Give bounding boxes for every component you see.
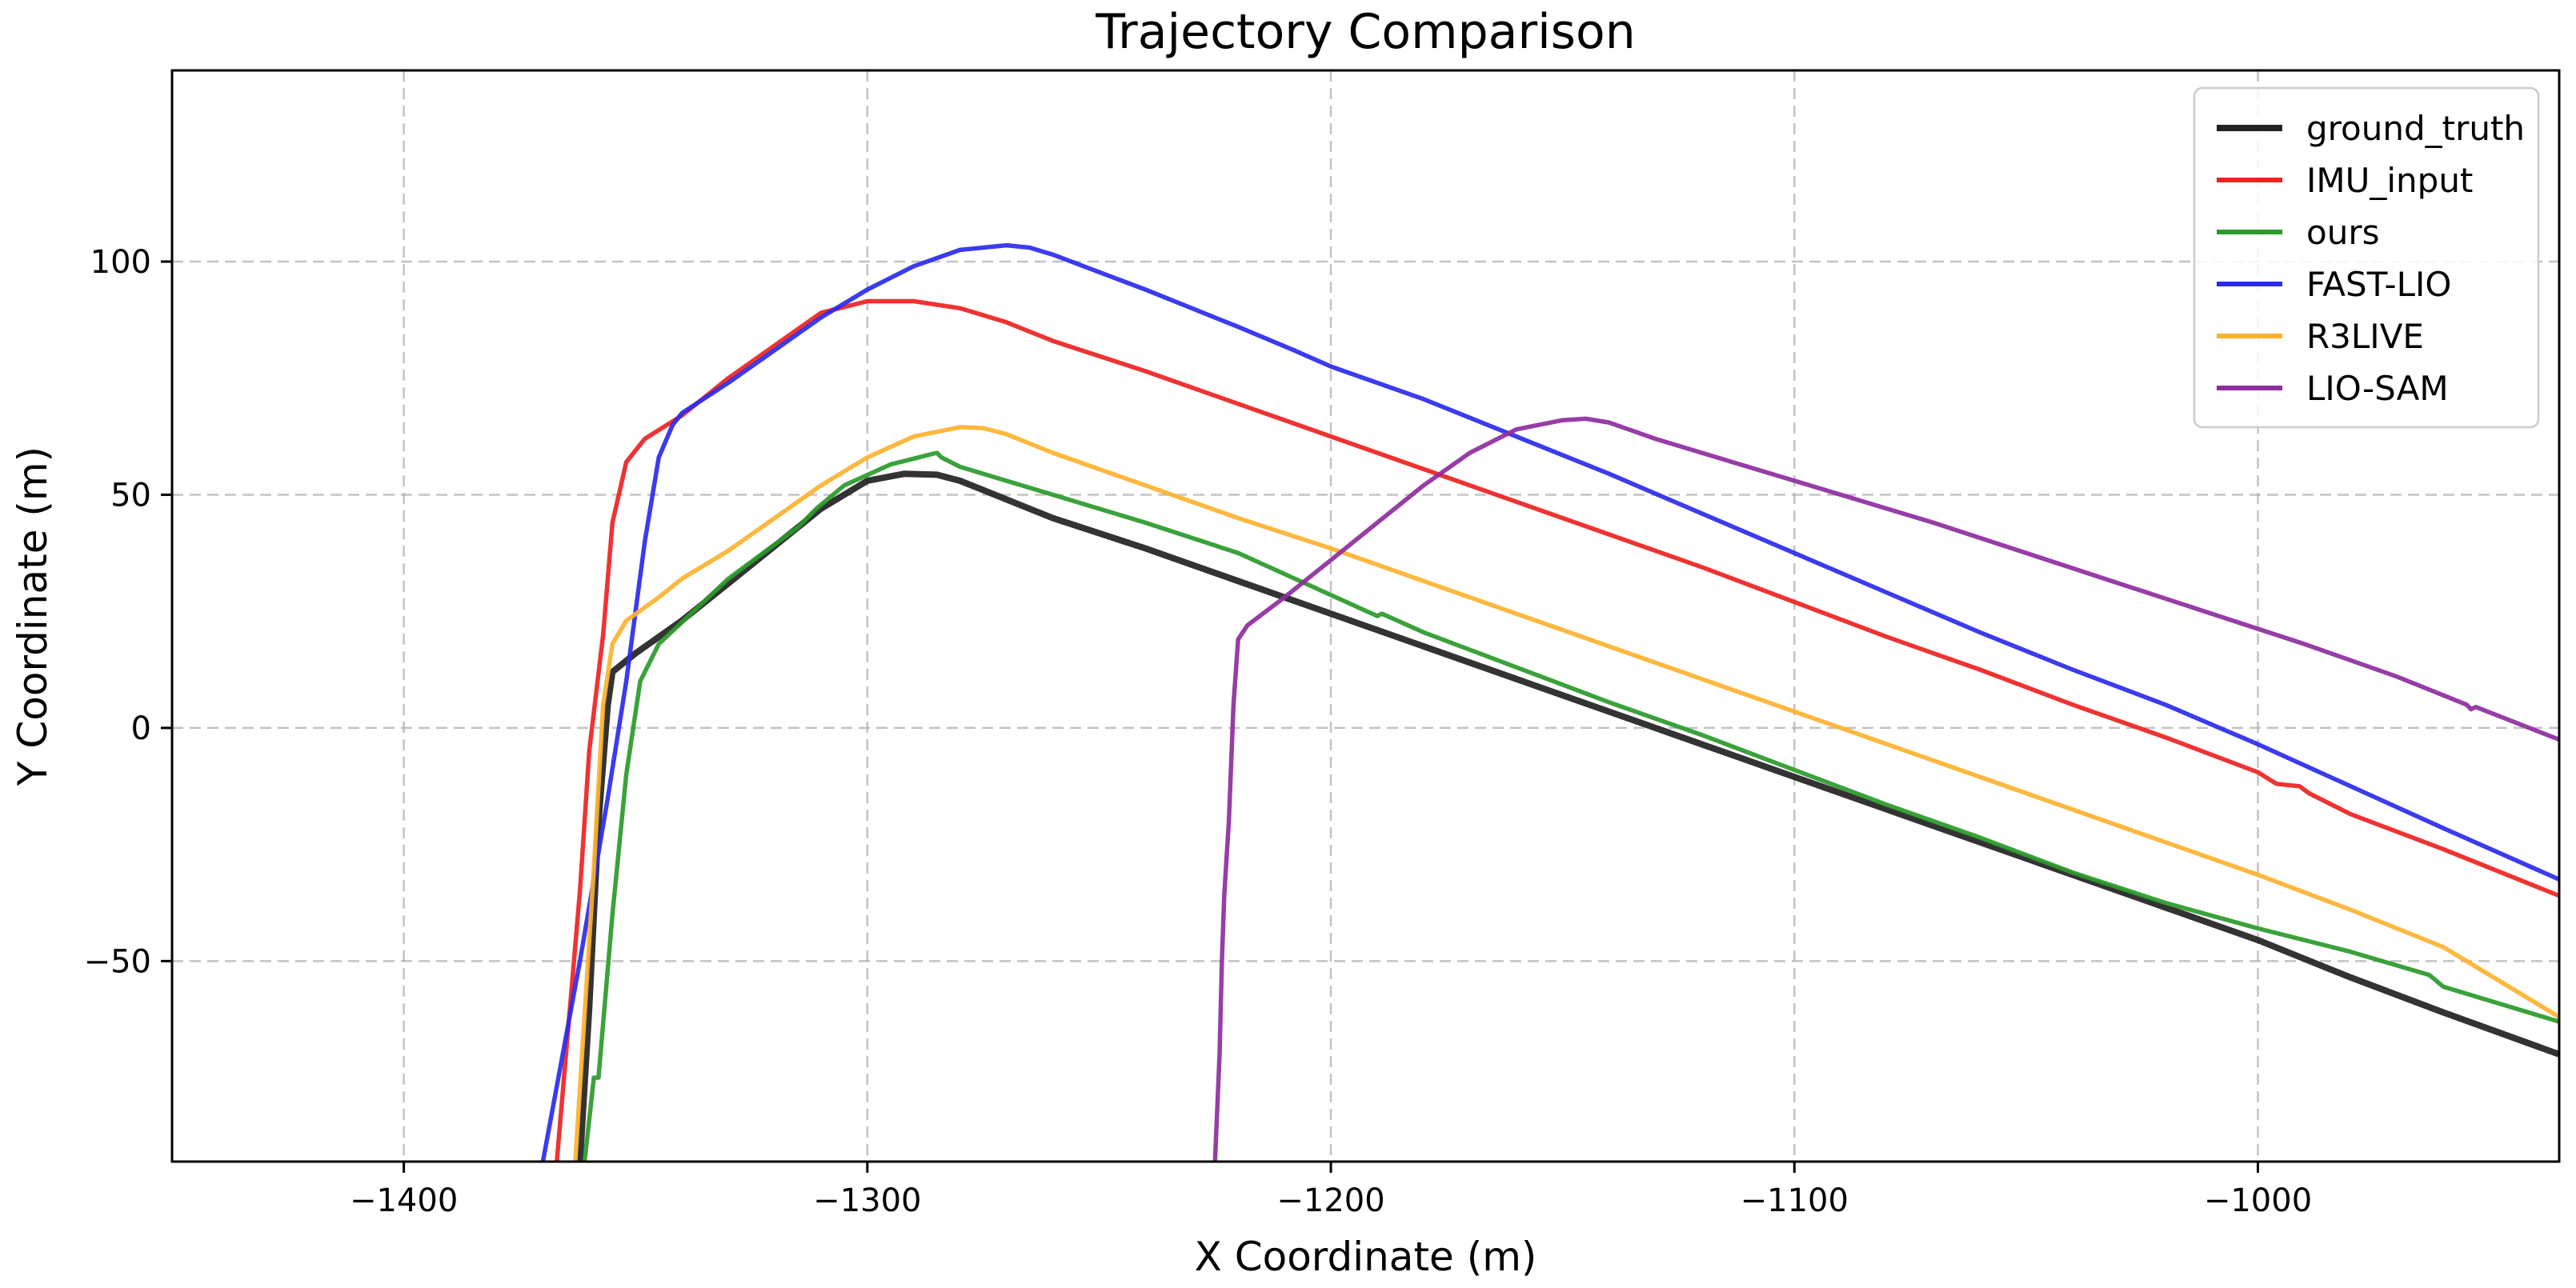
- x-tick-label: −1300: [813, 1182, 921, 1219]
- series-line-lio-sam: [1212, 416, 2559, 1162]
- series-line-ours: [582, 450, 2559, 1162]
- legend-box: [2193, 86, 2540, 429]
- y-tick-label: −50: [84, 943, 151, 980]
- series-line-imu-input: [555, 298, 2559, 1162]
- y-tick-label: 0: [131, 710, 151, 747]
- legend-label: ground_truth: [2306, 109, 2525, 148]
- legend-label: LIO-SAM: [2306, 369, 2449, 408]
- chart-title: Trajectory Comparison: [1095, 4, 1636, 60]
- legend-label: R3LIVE: [2306, 317, 2424, 356]
- x-axis-label: X Coordinate (m): [1195, 1234, 1537, 1280]
- legend-label: FAST-LIO: [2306, 265, 2452, 304]
- axis-ticks: −1400 −1300 −1200 −1100 −1000 −50 0 50 100: [84, 244, 2313, 1219]
- series-line-fast-lio: [540, 242, 2559, 1162]
- y-tick-label: 50: [110, 477, 151, 514]
- grid: [172, 70, 2559, 1162]
- series-lines: [540, 242, 2559, 1162]
- series-line-ground-truth: [576, 470, 2559, 1162]
- x-tick-label: −1400: [350, 1182, 458, 1219]
- x-tick-label: −1100: [1741, 1182, 1849, 1219]
- x-tick-label: −1200: [1276, 1182, 1384, 1219]
- x-tick-label: −1000: [2204, 1182, 2312, 1219]
- y-axis-label: Y Coordinate (m): [10, 446, 56, 786]
- legend-label: IMU_input: [2306, 161, 2473, 200]
- series-line-r3live: [573, 425, 2559, 1162]
- legend-label: ours: [2306, 213, 2379, 252]
- y-tick-label: 100: [90, 244, 151, 281]
- plot-frame: [170, 69, 2561, 1163]
